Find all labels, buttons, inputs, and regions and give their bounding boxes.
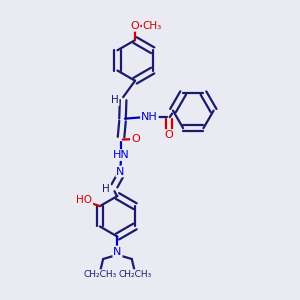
Text: NH: NH <box>141 112 158 122</box>
Text: CH₂CH₃: CH₂CH₃ <box>118 270 152 279</box>
Text: CH₂CH₃: CH₂CH₃ <box>83 270 117 279</box>
Text: O: O <box>131 134 140 144</box>
Text: H: H <box>102 184 110 194</box>
Text: HO: HO <box>76 195 92 205</box>
Text: HN: HN <box>113 150 129 160</box>
Text: H: H <box>111 95 118 105</box>
Text: O: O <box>164 130 173 140</box>
Text: N: N <box>113 247 122 256</box>
Text: O: O <box>131 21 140 31</box>
Text: N: N <box>116 167 124 176</box>
Text: CH₃: CH₃ <box>143 21 162 31</box>
